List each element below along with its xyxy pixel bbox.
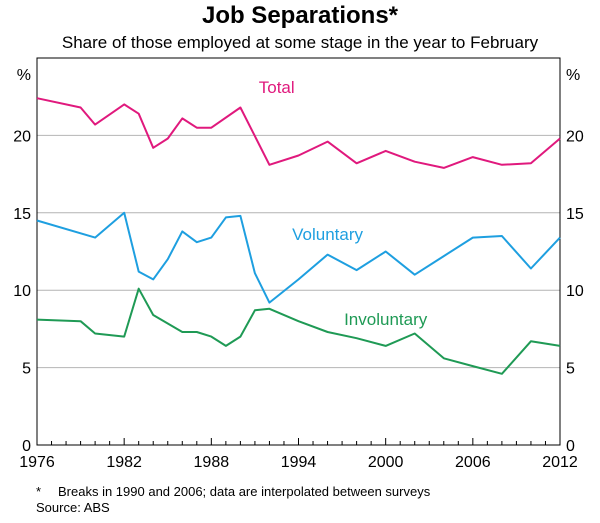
y-tick-label-left: 15 (13, 206, 31, 223)
y-tick-label-left: 10 (13, 283, 31, 300)
x-tick-label: 1976 (19, 454, 55, 471)
y-tick-label-right: 5 (566, 361, 575, 378)
x-tick-label: 2006 (455, 454, 491, 471)
plot-frame (36, 57, 561, 446)
source-note: Source: ABS (36, 500, 110, 515)
y-tick-label-left: 0 (22, 438, 31, 455)
footnote-text: Breaks in 1990 and 2006; data are interp… (58, 484, 431, 499)
chart-title: Job Separations* (201, 2, 399, 29)
x-tick-label: 1982 (106, 454, 142, 471)
footnote: * Breaks in 1990 and 2006; data are inter… (36, 484, 430, 499)
x-tick-label: 1994 (281, 454, 317, 471)
y-tick-label-right: 0 (566, 438, 575, 455)
series-label-total: Total (259, 78, 295, 97)
y-axis-unit-right: % (566, 67, 580, 84)
chart-subtitle: Share of those employed at some stage in… (61, 33, 539, 52)
y-tick-label-right: 20 (566, 128, 584, 145)
series-label-involuntary: Involuntary (344, 310, 428, 329)
series-label-voluntary: Voluntary (292, 225, 363, 244)
x-tick-label: 2012 (542, 454, 578, 471)
footnote-marker: * (36, 484, 42, 499)
y-tick-label-right: 10 (566, 283, 584, 300)
x-tick-label: 1988 (194, 454, 230, 471)
y-tick-label-left: 20 (13, 128, 31, 145)
series-line-total (36, 97, 561, 169)
y-axis-unit-left: % (17, 67, 31, 84)
series-line-voluntary (36, 211, 561, 304)
x-tick-label: 2000 (368, 454, 404, 471)
y-tick-label-right: 15 (566, 206, 584, 223)
series-line-involuntary (36, 287, 561, 375)
y-tick-label-left: 5 (22, 361, 31, 378)
